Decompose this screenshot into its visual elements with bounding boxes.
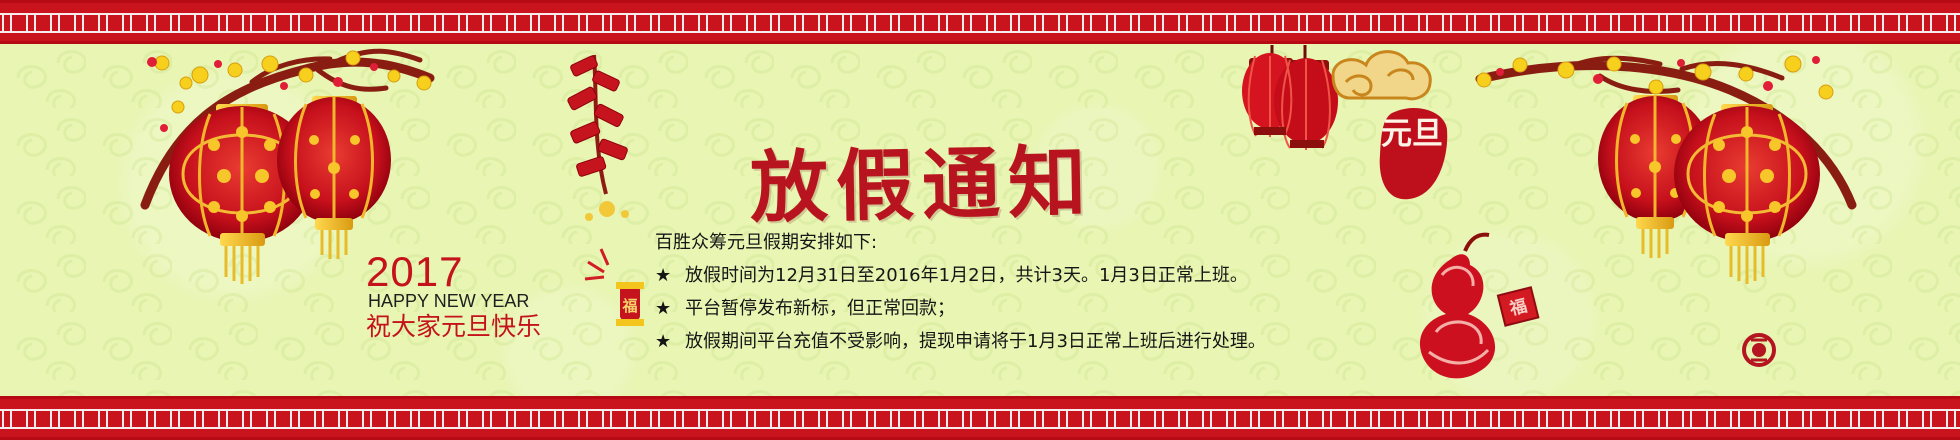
seal-icon: 元旦 (1380, 108, 1448, 199)
hanging-red-lanterns-icon (1242, 45, 1338, 150)
envelope-fortune-text: 福 (1507, 295, 1530, 320)
right-lantern-small-icon (1598, 95, 1712, 258)
page-title: 放假通知 (749, 144, 1094, 228)
fret-pattern-icon (0, 13, 1960, 33)
fret-pattern-icon (0, 409, 1960, 429)
gourd-icon (1420, 235, 1495, 379)
notice-item: ★ 平台暂停发布新标，但正常回款； (655, 292, 1415, 325)
notice-item-text: 放假时间为12月31日至2016年1月2日，共计3天。1月3日正常上班。 (685, 259, 1248, 292)
notice-item-text: 放假期间平台充值不受影响，提现申请将于1月3日正常上班后进行处理。 (685, 325, 1266, 358)
holiday-notice: 百胜众筹元旦假期安排如下: ★ 放假时间为12月31日至2016年1月2日，共计… (655, 226, 1415, 358)
small-firecracker-icon: 福 (585, 249, 644, 326)
bottom-red-border (0, 396, 1960, 440)
happy-new-year-text: HAPPY NEW YEAR (368, 292, 576, 310)
new-year-wish: 祝大家元旦快乐 (366, 313, 576, 341)
top-red-border (0, 0, 1960, 44)
seal-text-main: 元旦 (1381, 116, 1443, 152)
red-envelope-icon: 福 (1498, 287, 1538, 325)
firecracker-icon (567, 55, 629, 221)
right-lantern-large-icon (1674, 104, 1820, 284)
round-seal-icon (1744, 335, 1774, 365)
star-icon: ★ (655, 259, 685, 292)
greeting-year: 2017 (366, 252, 576, 292)
notice-item: ★ 放假期间平台充值不受影响，提现申请将于1月3日正常上班后进行处理。 (655, 325, 1415, 358)
notice-item: ★ 放假时间为12月31日至2016年1月2日，共计3天。1月3日正常上班。 (655, 259, 1415, 292)
new-year-greeting: 2017 HAPPY NEW YEAR 祝大家元旦快乐 (366, 252, 576, 341)
star-icon: ★ (655, 292, 685, 325)
left-lantern-small-icon (277, 96, 391, 259)
svg-text:福: 福 (621, 297, 637, 315)
cloud-icon (1333, 52, 1430, 99)
star-icon: ★ (655, 325, 685, 358)
right-plum-branch-icon (1477, 56, 1852, 205)
left-lantern-large-icon (169, 104, 315, 284)
left-plum-branch-icon (145, 51, 431, 205)
notice-heading: 百胜众筹元旦假期安排如下: (655, 226, 1415, 259)
notice-item-text: 平台暂停发布新标，但正常回款； (685, 292, 955, 325)
